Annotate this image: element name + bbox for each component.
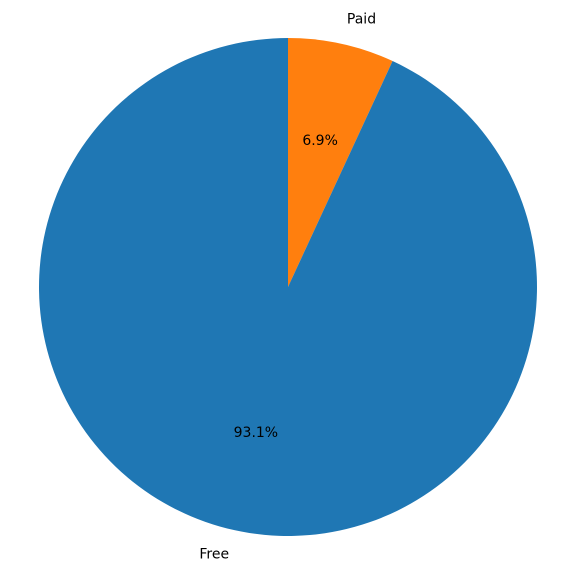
pie-slice-paid (288, 38, 393, 287)
slice-label-free: Free (199, 546, 229, 562)
slice-percent-paid: 6.9% (302, 133, 338, 149)
slice-label-paid: Paid (347, 12, 376, 28)
slice-percent-free: 93.1% (234, 425, 278, 441)
pie-slice-free (38, 38, 537, 536)
